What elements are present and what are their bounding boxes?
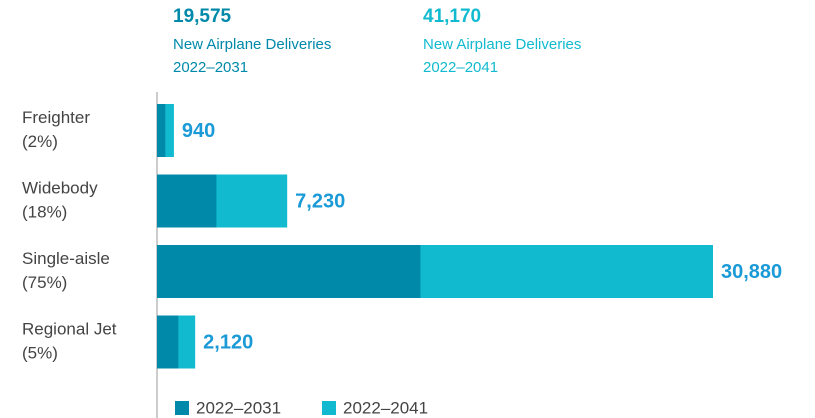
- legend-label: 2022–2031: [196, 398, 281, 417]
- legend-label: 2022–2041: [343, 398, 428, 417]
- category-share: (2%): [22, 132, 58, 151]
- header-text: New Airplane Deliveries: [173, 36, 331, 53]
- header-text: New Airplane Deliveries: [423, 36, 581, 53]
- bar: [157, 245, 421, 298]
- value-label: 2,120: [203, 331, 253, 353]
- bar: [157, 104, 166, 157]
- category-label: Regional Jet: [22, 319, 117, 338]
- bar: [157, 174, 217, 228]
- bar: [157, 315, 179, 369]
- category-label: Widebody: [22, 178, 98, 197]
- value-label: 30,880: [721, 261, 782, 283]
- header-period: 2022–2041: [423, 59, 498, 76]
- category-share: (75%): [22, 273, 67, 292]
- header-total: 41,170: [423, 6, 481, 27]
- category-share: (5%): [22, 343, 58, 362]
- header-total: 19,575: [173, 6, 232, 27]
- category-label: Single-aisle: [22, 249, 110, 268]
- category-label: Freighter: [22, 108, 90, 127]
- value-label: 940: [182, 120, 215, 142]
- category-share: (18%): [22, 202, 67, 221]
- header-period: 2022–2031: [173, 59, 248, 76]
- value-label: 7,230: [295, 190, 345, 212]
- legend-swatch: [175, 401, 189, 415]
- legend-swatch: [322, 401, 336, 415]
